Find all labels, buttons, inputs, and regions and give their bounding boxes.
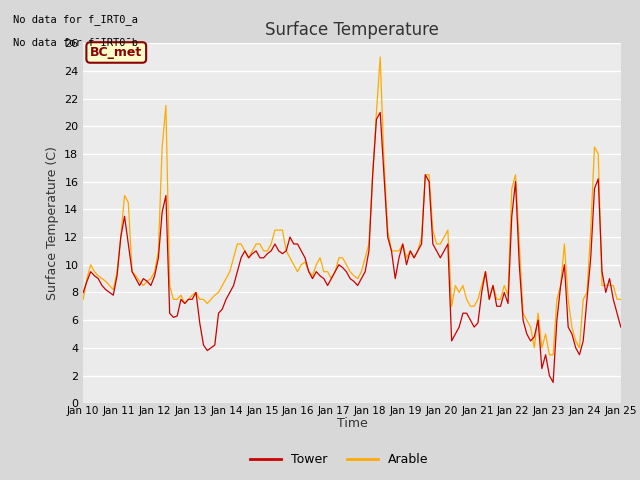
Text: No data for f¯IRT0¯b: No data for f¯IRT0¯b	[13, 38, 138, 48]
Y-axis label: Surface Temperature (C): Surface Temperature (C)	[45, 146, 58, 300]
X-axis label: Time: Time	[337, 418, 367, 431]
Legend: Tower, Arable: Tower, Arable	[245, 448, 433, 471]
Text: BC_met: BC_met	[90, 46, 142, 59]
Title: Surface Temperature: Surface Temperature	[265, 21, 439, 39]
Text: No data for f_IRT0_a: No data for f_IRT0_a	[13, 14, 138, 25]
